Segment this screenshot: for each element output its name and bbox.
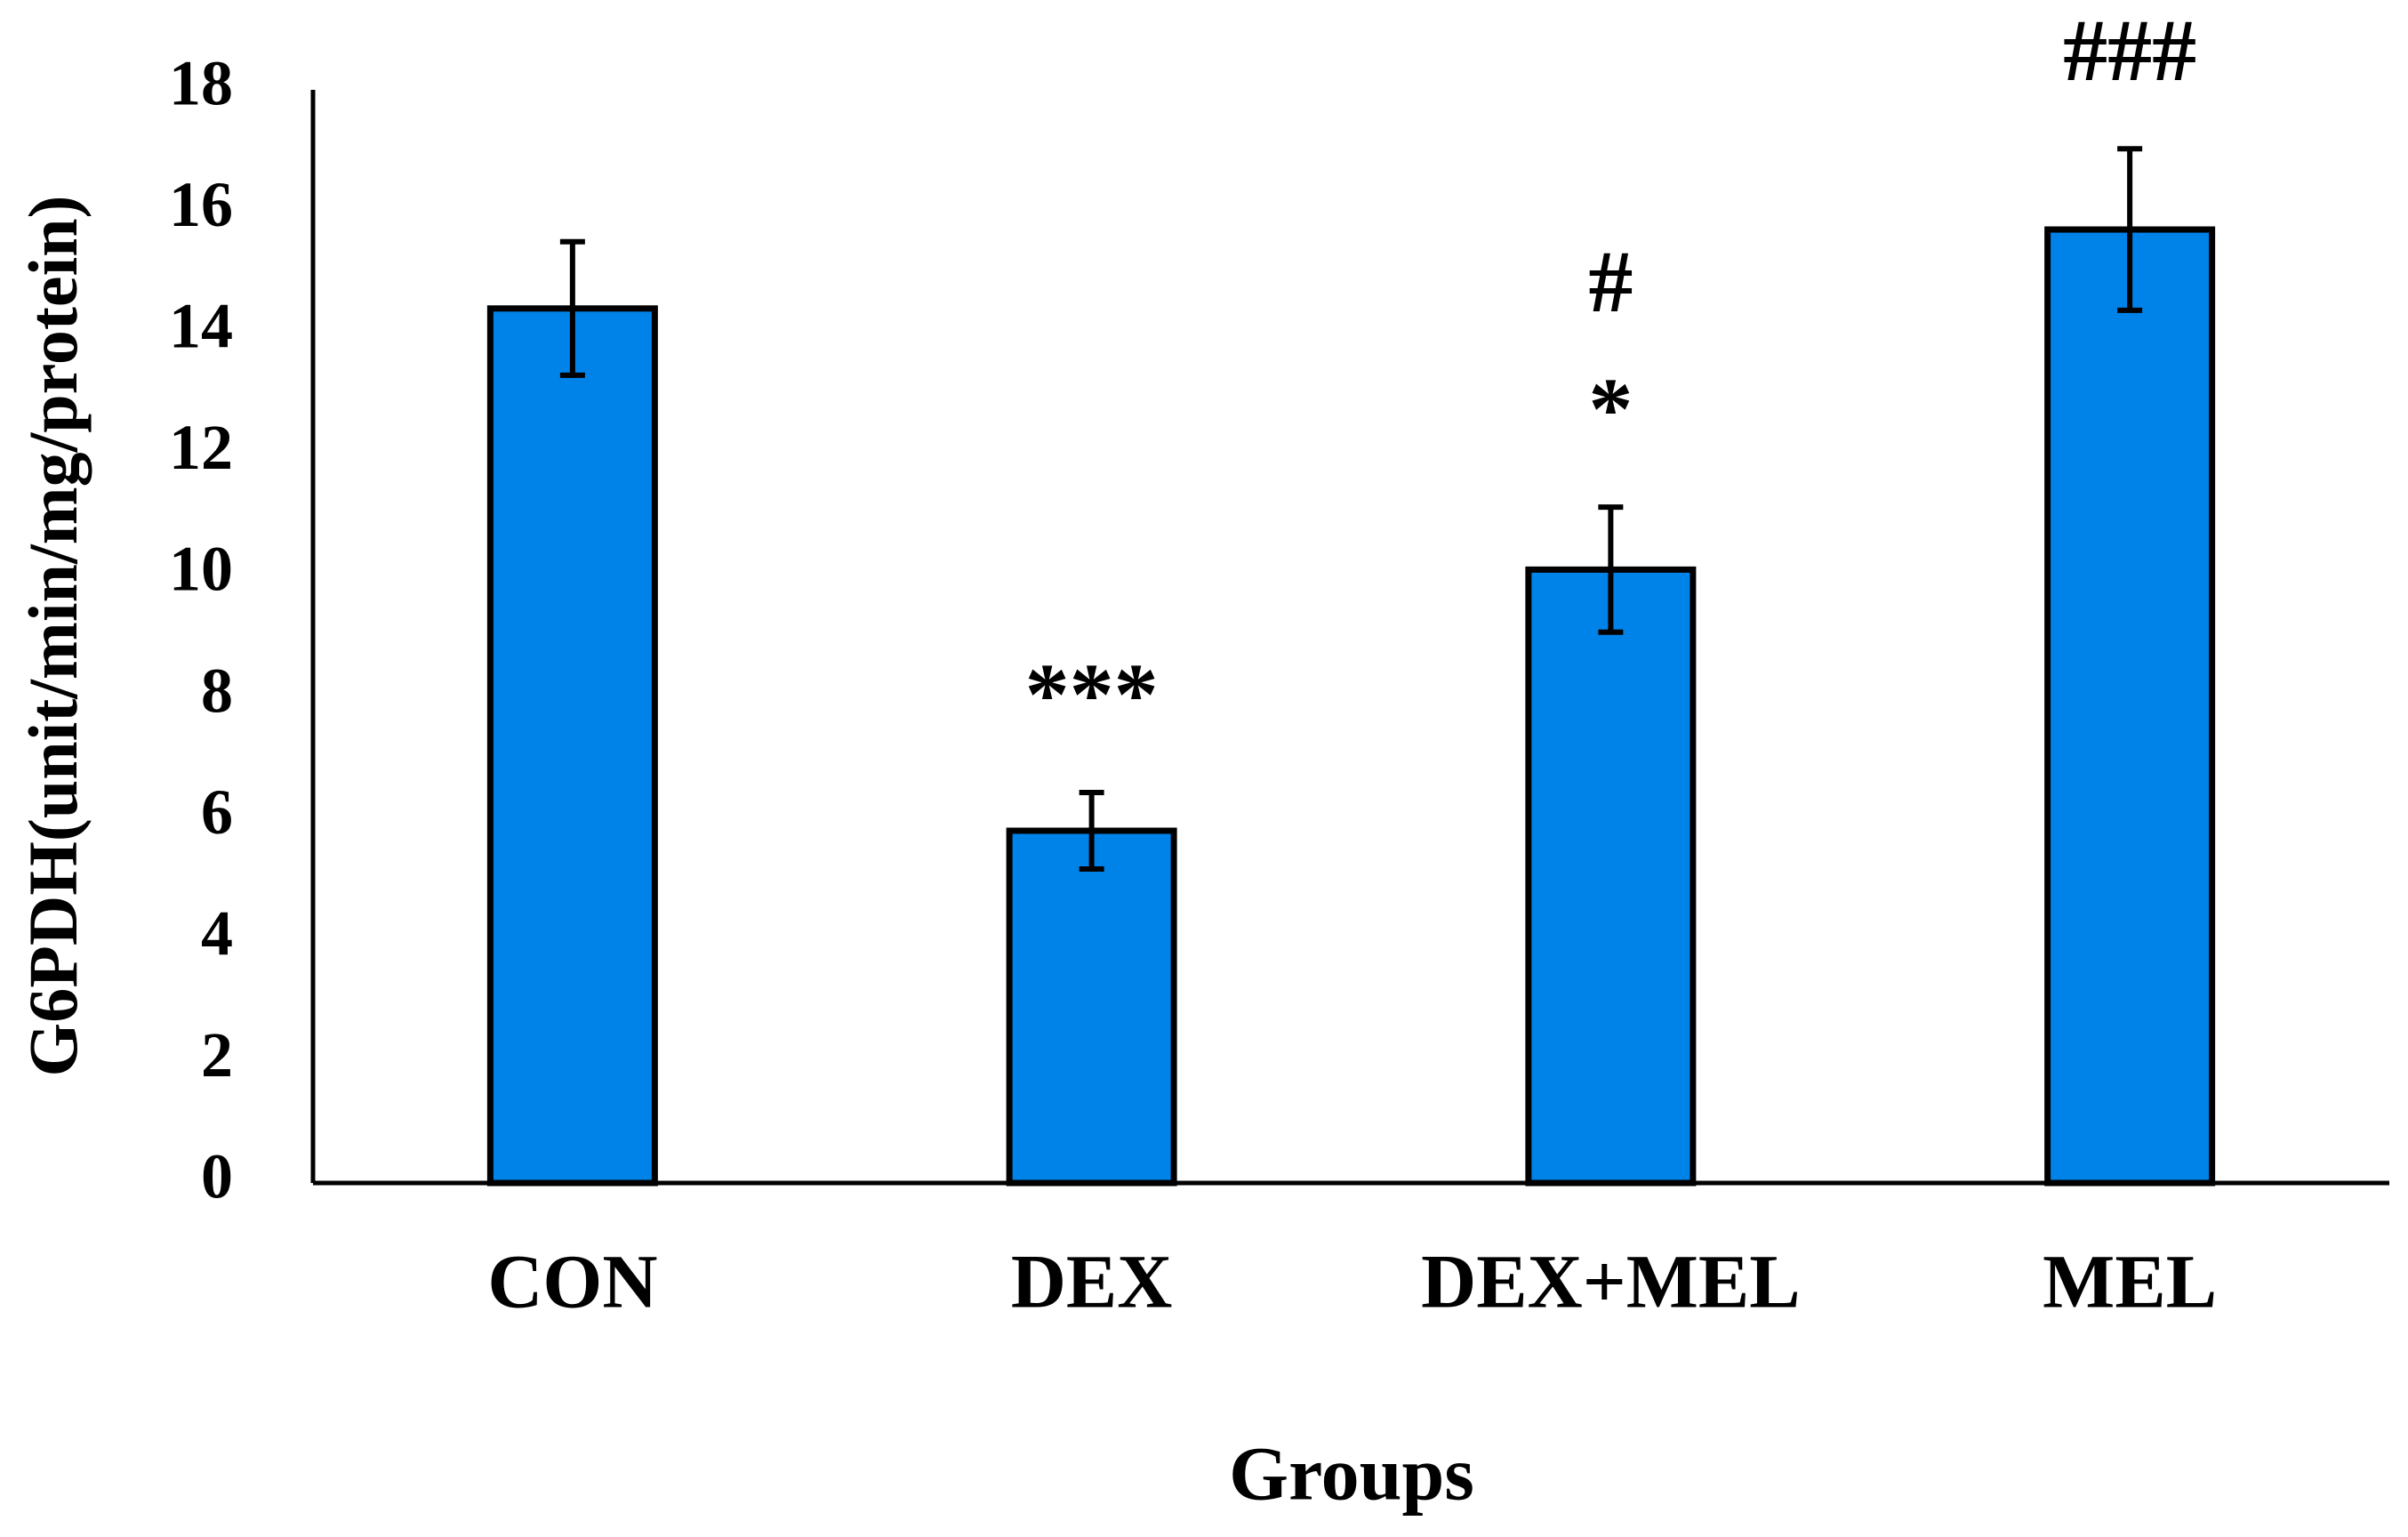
bar bbox=[1006, 827, 1177, 1187]
y-tick-label: 8 bbox=[201, 655, 233, 726]
bar bbox=[1525, 566, 1697, 1187]
y-tick-label: 14 bbox=[169, 291, 233, 362]
x-tick-label: CON bbox=[487, 1239, 657, 1324]
y-tick-label: 4 bbox=[201, 897, 233, 969]
bar bbox=[2044, 226, 2216, 1187]
y-tick-label: 10 bbox=[169, 534, 233, 605]
significance-label: * bbox=[1588, 359, 1633, 458]
x-tick-label: MEL bbox=[2043, 1239, 2217, 1324]
y-tick-label: 12 bbox=[169, 412, 233, 483]
y-tick-label: 6 bbox=[201, 777, 233, 848]
significance-label: *** bbox=[1025, 645, 1159, 744]
y-tick-label: 0 bbox=[201, 1141, 233, 1212]
x-axis-title: Groups bbox=[1229, 1431, 1474, 1517]
significance-label: # bbox=[1588, 232, 1633, 331]
significance-label: ### bbox=[2063, 1, 2196, 100]
y-tick-label: 18 bbox=[169, 48, 233, 119]
bar bbox=[486, 305, 658, 1187]
x-tick-label: DEX bbox=[1011, 1239, 1173, 1324]
y-axis-title: G6PDH(unit/min/mg/protein) bbox=[14, 196, 92, 1077]
x-tick-label: DEX+MEL bbox=[1421, 1239, 1800, 1324]
y-tick-label: 16 bbox=[169, 169, 233, 240]
y-tick-label: 2 bbox=[201, 1019, 233, 1090]
